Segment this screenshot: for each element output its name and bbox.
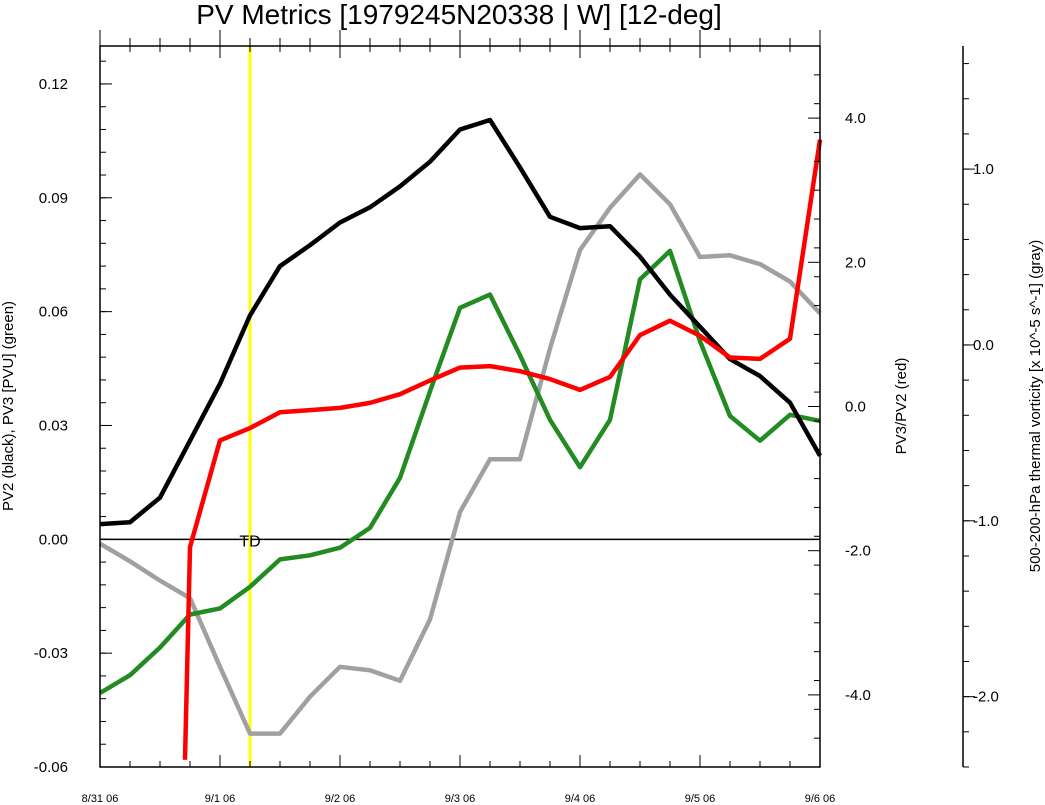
right1-axis-label: PV3/PV2 (red) (893, 358, 910, 455)
x-tick-label: 9/3 06 (445, 793, 476, 805)
td-annotation: TD (239, 533, 260, 550)
x-tick-label: 9/2 06 (325, 793, 356, 805)
axis-layer: -0.06 -0.03 0.00 0.03 0.06 0.09 0.12 -4.0 -2.0 0.… (34, 30, 999, 805)
x-tick-label: 9/5 06 (685, 793, 716, 805)
right1-tick-label: -4.0 (845, 687, 871, 704)
pv-ratio-red-line (182, 139, 823, 760)
pv2-black-line (99, 117, 822, 527)
x-tick-label: 9/6 06 (805, 793, 836, 805)
right2-axis-label: 500-200-hPa thermal vorticity [x 10^-5 s… (1027, 240, 1044, 573)
right2-tick-label: 0.0 (973, 337, 994, 354)
left-axis-label: PV2 (black), PV3 [PVU] (green) (0, 301, 17, 511)
right1-tick-label: 2.0 (845, 254, 866, 271)
plot-area (100, 46, 820, 767)
right1-tick-label: -2.0 (845, 543, 871, 560)
right1-tick-label: 4.0 (845, 110, 866, 127)
pv3-green-line (98, 248, 821, 695)
left-tick-label: 0.09 (39, 190, 68, 207)
left-tick-label: -0.03 (34, 645, 68, 662)
series-layer: TD (98, 117, 823, 760)
left-tick-label: 0.00 (39, 531, 68, 548)
thermal-vorticity-gray-line (98, 172, 822, 736)
right2-tick-label: 1.0 (973, 161, 994, 178)
left-tick-label: 0.03 (39, 417, 68, 434)
left-tick-label: -0.06 (34, 759, 68, 776)
chart-title: PV Metrics [1979245N20338 | W] [12-deg] (196, 0, 722, 30)
right2-tick-label: -2.0 (973, 689, 999, 706)
x-tick-label: 9/1 06 (205, 793, 236, 805)
right2-tick-label: -1.0 (973, 513, 999, 530)
x-tick-label: 8/31 06 (82, 793, 119, 805)
left-tick-label: 0.06 (39, 304, 68, 321)
x-tick-label: 9/4 06 (565, 793, 596, 805)
right1-tick-label: 0.0 (845, 399, 866, 416)
left-tick-label: 0.12 (39, 76, 68, 93)
